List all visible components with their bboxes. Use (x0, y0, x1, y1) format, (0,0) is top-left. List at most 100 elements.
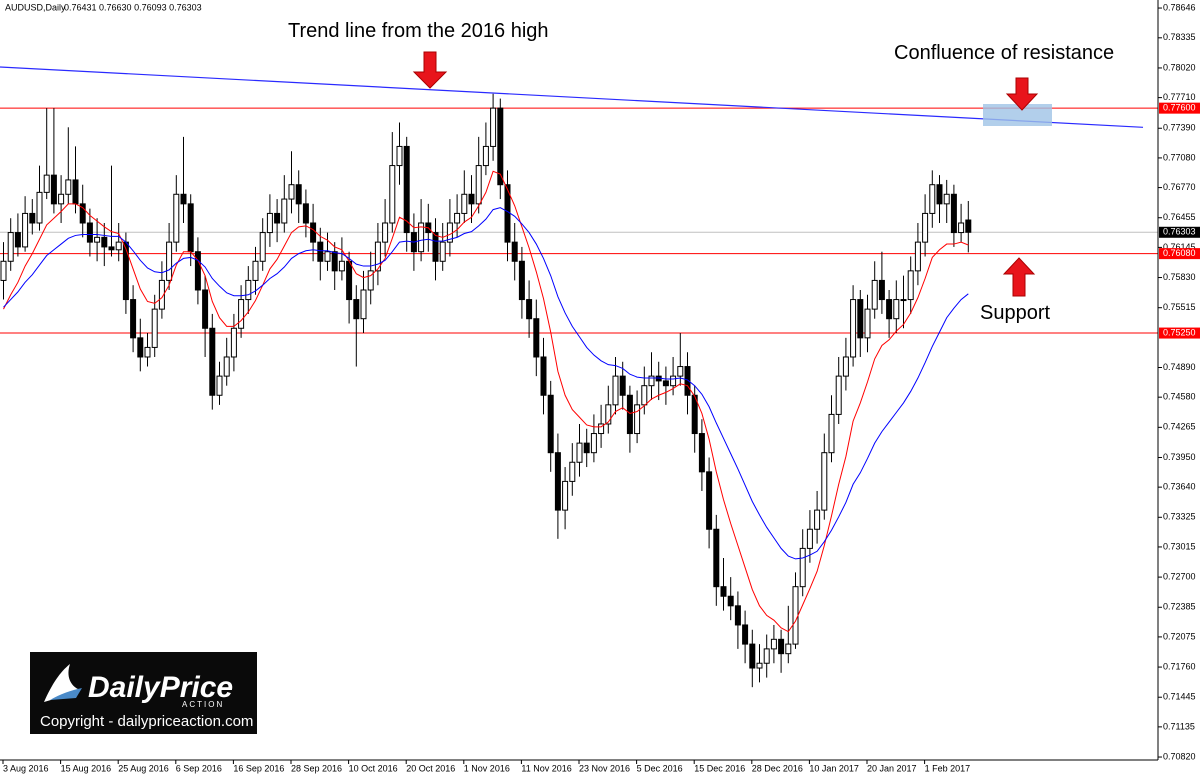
annotation: Trend line from the 2016 high (288, 20, 549, 42)
candle-body (518, 260, 525, 301)
candle-body (331, 251, 338, 272)
plot-layer (0, 7, 1162, 764)
candle-body (648, 375, 655, 387)
y-tick-label: 0.74265 (1163, 422, 1196, 432)
candle-body (403, 145, 410, 234)
price-tag (1159, 102, 1200, 114)
x-tick-label: 1 Feb 2017 (925, 763, 971, 773)
candle-body (223, 356, 230, 377)
price-tag (1159, 226, 1200, 238)
y-tick-label: 0.78646 (1163, 2, 1196, 12)
y-tick-label: 0.74890 (1163, 362, 1196, 372)
y-tick-label: 0.77390 (1163, 123, 1196, 133)
candle-body (734, 605, 741, 626)
y-tick-label: 0.73015 (1163, 541, 1196, 551)
candle-body (274, 212, 281, 224)
y-tick-label: 0.73950 (1163, 452, 1196, 462)
y-tick-label: 0.72385 (1163, 602, 1196, 612)
candle-body (634, 404, 641, 435)
candle-body (202, 289, 209, 329)
candle-body (310, 222, 317, 243)
candle-body (245, 279, 252, 301)
x-tick-label: 6 Sep 2016 (176, 763, 222, 773)
candle-body (569, 461, 576, 482)
candle-body (238, 299, 245, 329)
candle-body (778, 638, 785, 655)
candle-body (108, 246, 115, 251)
candle-body (598, 423, 605, 435)
candle-body (799, 547, 806, 588)
candle-body (101, 236, 108, 248)
candle-body (958, 222, 965, 234)
candle-body (324, 251, 331, 262)
candle-body (713, 528, 720, 588)
candle-body (396, 145, 403, 167)
annotation: Support (980, 302, 1050, 324)
x-tick-label: 20 Jan 2017 (867, 763, 917, 773)
candle-body (166, 241, 173, 281)
candle-body (792, 586, 799, 645)
overlay-layer: 0.78646 0.78335 0.78020 0.77710 0.77390 0.770… (3, 2, 1200, 773)
candle-body (43, 174, 50, 193)
candle-body (259, 232, 266, 262)
candle-body (295, 184, 302, 205)
x-tick-label: 11 Nov 2016 (521, 763, 571, 773)
candle-body (965, 219, 972, 233)
price-tag-label: 0.75250 (1163, 327, 1196, 337)
candle-body (36, 191, 43, 224)
candle-body (173, 193, 180, 243)
price-tag (1159, 327, 1200, 339)
candle-body (194, 251, 201, 291)
candle-body (0, 260, 7, 281)
x-tick-label: 25 Aug 2016 (118, 763, 169, 773)
candle-body (720, 586, 727, 597)
candle-body (302, 203, 309, 224)
candle-body (770, 638, 777, 650)
candle-body (180, 193, 187, 205)
candle-body (929, 184, 936, 214)
candle-body (158, 279, 165, 310)
candle-body (850, 299, 857, 358)
ohlc-header: 0.76431 0.76630 0.76093 0.76303 (64, 2, 202, 12)
candle-body (497, 107, 504, 186)
price-tag-label: 0.77600 (1163, 103, 1196, 113)
highlight-box (983, 104, 1052, 126)
y-tick-label: 0.78335 (1163, 32, 1196, 42)
candle-body (216, 375, 223, 396)
candle-body (835, 375, 842, 415)
candle-body (130, 299, 137, 339)
y-tick-label: 0.71135 (1163, 721, 1195, 731)
candle-body (785, 643, 792, 655)
candle-body (482, 145, 489, 167)
candle-body (72, 179, 79, 205)
x-tick-label: 10 Jan 2017 (809, 763, 859, 773)
candle-body (382, 222, 389, 243)
candle-body (490, 107, 497, 147)
ma-line (3, 207, 969, 560)
candle-body (742, 624, 749, 645)
x-tick-label: 28 Dec 2016 (752, 763, 803, 773)
candle-body (353, 299, 360, 320)
candle-body (670, 375, 677, 387)
candle-body (878, 279, 885, 301)
candle-body (864, 308, 871, 339)
candle-body (360, 289, 367, 320)
candle-body (288, 184, 295, 200)
y-tick-label: 0.71445 (1163, 692, 1196, 702)
candle-body (475, 165, 482, 205)
candle-body (619, 375, 626, 396)
candle-body (914, 241, 921, 272)
arrow-down (412, 51, 448, 89)
y-tick-label: 0.74580 (1163, 392, 1196, 402)
candle-body (590, 433, 597, 454)
candle-body (29, 212, 36, 224)
candle-body (842, 356, 849, 377)
candle-body (65, 179, 72, 195)
candle-body (706, 471, 713, 530)
candle-body (50, 174, 57, 205)
x-tick-label: 28 Sep 2016 (291, 763, 342, 773)
y-tick-label: 0.72700 (1163, 571, 1196, 581)
candle-body (266, 212, 273, 234)
candle-body (187, 203, 194, 253)
